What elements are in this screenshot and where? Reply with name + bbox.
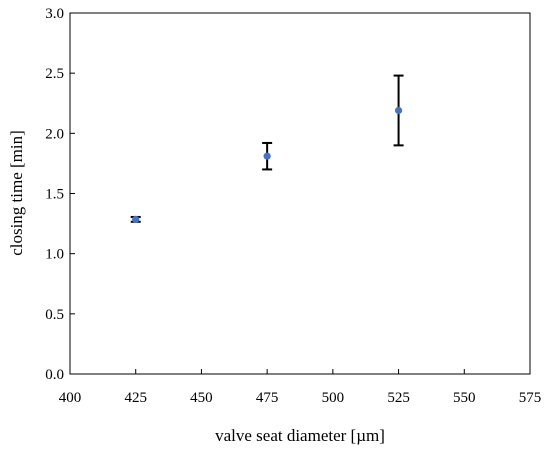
x-tick-label: 500 <box>322 390 345 406</box>
data-point <box>394 106 403 115</box>
x-axis: 400 425 450 475 500 525 550 575 <box>59 369 542 406</box>
x-tick-label: 525 <box>387 390 410 406</box>
x-tick-label: 575 <box>519 390 542 406</box>
y-tick-label: 1.5 <box>45 187 64 203</box>
y-axis: 0.0 0.5 1.0 1.5 2.0 2.5 3.0 <box>45 6 75 383</box>
x-tick-label: 425 <box>124 390 147 406</box>
x-axis-title: valve seat diameter [µm] <box>215 426 385 445</box>
data-point <box>132 215 140 223</box>
y-tick-label: 3.0 <box>45 6 64 22</box>
data-point <box>263 152 271 160</box>
x-tick-label: 400 <box>59 390 82 406</box>
error-bars <box>130 74 404 223</box>
x-tick-label: 450 <box>190 390 213 406</box>
y-axis-title: closing time [min] <box>7 130 26 256</box>
y-tick-label: 0.0 <box>45 367 64 383</box>
y-tick-label: 2.5 <box>45 66 64 82</box>
plot-area <box>69 12 531 375</box>
y-tick-label: 1.0 <box>45 247 64 263</box>
y-tick-label: 2.0 <box>45 126 64 142</box>
x-tick-label: 475 <box>256 390 279 406</box>
x-tick-label: 550 <box>453 390 476 406</box>
y-tick-label: 0.5 <box>45 307 64 323</box>
data-points <box>132 106 403 223</box>
